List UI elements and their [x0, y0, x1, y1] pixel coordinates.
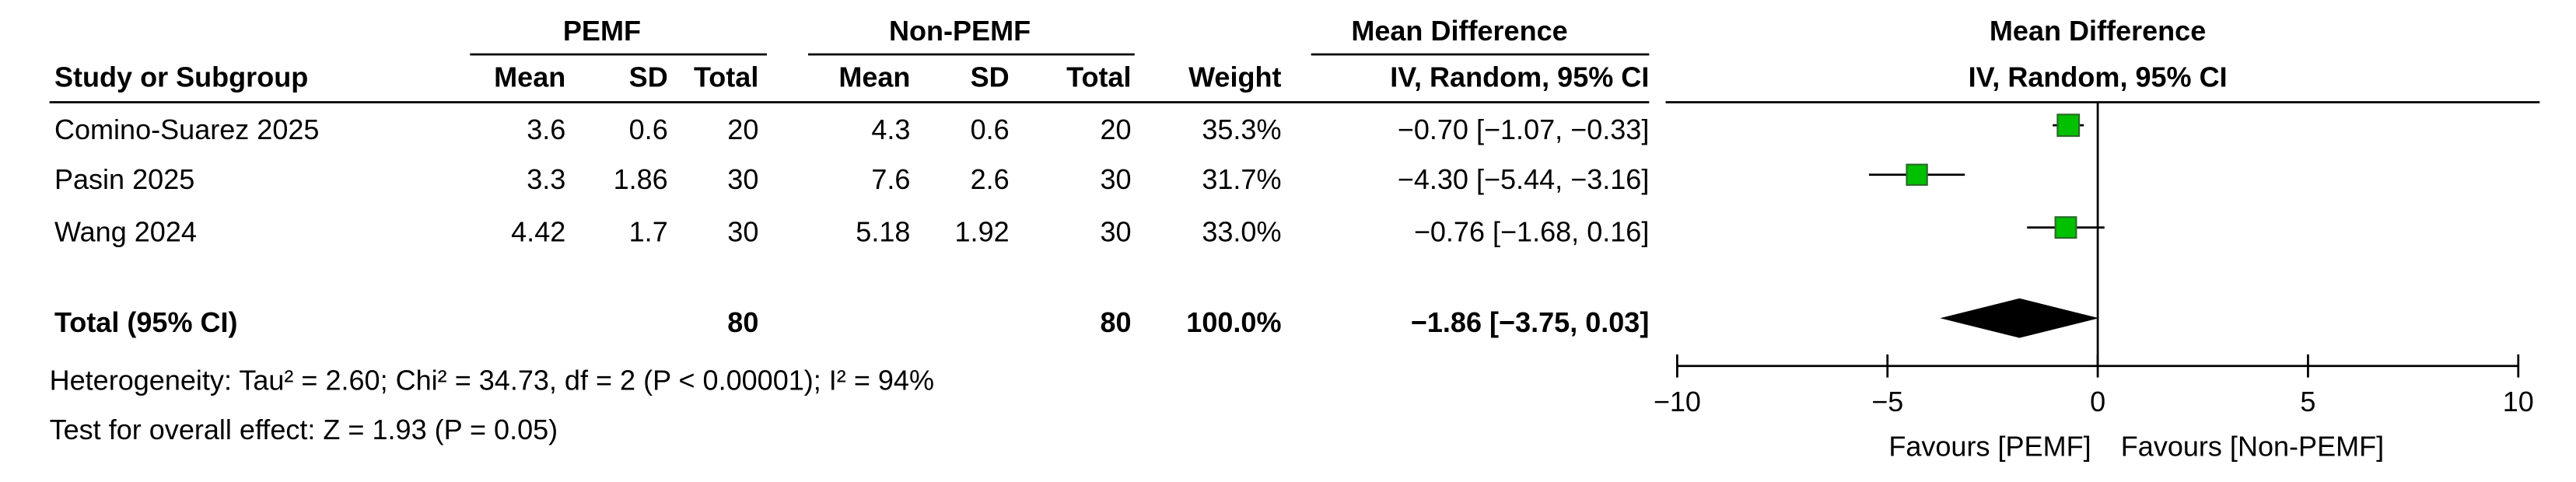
cell: −0.76 [−1.68, 0.16]	[1414, 216, 1650, 248]
cell: 20	[727, 114, 758, 145]
column-header: SD	[629, 61, 668, 93]
cell: 33.0%	[1202, 216, 1281, 248]
cell: −0.70 [−1.07, −0.33]	[1398, 114, 1650, 145]
cell: 0.6	[629, 114, 668, 145]
effect-square	[1906, 163, 1928, 186]
column-header: Total	[1066, 61, 1131, 93]
x-label-right: Favours [Non-PEMF]	[2121, 430, 2384, 462]
total-cell: 80	[727, 306, 758, 338]
column-header: Mean	[838, 61, 910, 93]
total-diamond	[1940, 298, 2099, 338]
cell: 3.3	[527, 163, 565, 195]
study-name: Pasin 2025	[54, 163, 194, 195]
overall-effect: Test for overall effect: Z = 1.93 (P = 0…	[50, 414, 558, 445]
cell: 20	[1100, 114, 1131, 145]
cell: 3.6	[527, 114, 565, 145]
cell: 30	[727, 216, 758, 248]
x-tick-label: −5	[1871, 386, 1903, 417]
x-tick-label: 0	[2090, 386, 2105, 417]
column-header: Weight	[1188, 61, 1281, 93]
plot-subtitle: IV, Random, 95% CI	[1969, 61, 2228, 93]
cell: −4.30 [−5.44, −3.16]	[1398, 163, 1650, 195]
effect-square	[2056, 114, 2081, 138]
x-tick-label: 5	[2300, 386, 2315, 417]
effect-square	[2054, 216, 2077, 239]
group-header: Mean Difference	[1351, 15, 1567, 47]
total-cell: 100.0%	[1186, 306, 1281, 338]
cell: 30	[1100, 216, 1131, 248]
column-header: SD	[971, 61, 1010, 93]
group-header: PEMF	[563, 15, 641, 47]
column-header: Study or Subgroup	[54, 61, 308, 93]
cell: 1.86	[614, 163, 668, 195]
cell: 30	[1100, 163, 1131, 195]
total-cell: Total (95% CI)	[54, 306, 238, 338]
x-tick-label: 10	[2503, 386, 2534, 417]
cell: 7.6	[871, 163, 910, 195]
x-label-left: Favours [PEMF]	[1888, 430, 2091, 462]
total-cell: −1.86 [−3.75, 0.03]	[1411, 306, 1650, 338]
cell: 31.7%	[1202, 163, 1281, 195]
column-header: IV, Random, 95% CI	[1390, 61, 1649, 93]
heterogeneity: Heterogeneity: Tau² = 2.60; Chi² = 34.73…	[50, 364, 934, 396]
plot-title: Mean Difference	[1990, 15, 2206, 47]
column-header: Mean	[494, 61, 565, 93]
cell: 35.3%	[1202, 114, 1281, 145]
cell: 5.18	[856, 216, 910, 248]
group-header: Non-PEMF	[889, 15, 1031, 47]
study-name: Wang 2024	[54, 216, 197, 248]
cell: 1.92	[955, 216, 1010, 248]
x-tick-label: −10	[1654, 386, 1701, 417]
column-header: Total	[694, 61, 758, 93]
cell: 1.7	[629, 216, 668, 248]
total-cell: 80	[1100, 306, 1131, 338]
cell: 30	[727, 163, 758, 195]
cell: 4.3	[871, 114, 910, 145]
cell: 0.6	[971, 114, 1010, 145]
cell: 2.6	[971, 163, 1010, 195]
cell: 4.42	[511, 216, 565, 248]
study-name: Comino-Suarez 2025	[54, 114, 320, 145]
